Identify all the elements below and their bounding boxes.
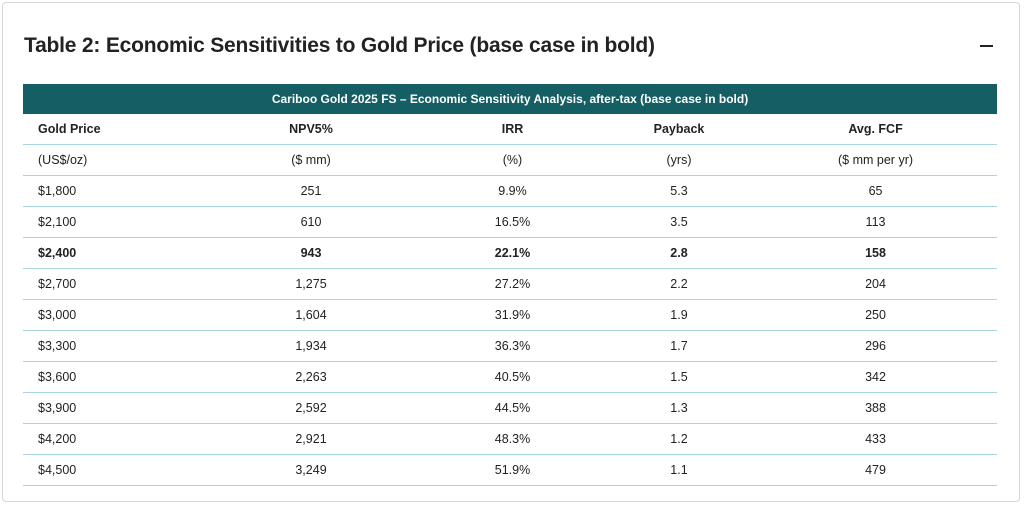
table-cell: 48.3%: [421, 423, 604, 455]
table-cell: 433: [754, 423, 998, 455]
table-cell: 204: [754, 268, 998, 300]
table-cell: 1.5: [604, 361, 754, 393]
table-cell: 51.9%: [421, 454, 604, 486]
table-cell: 1,275: [201, 268, 421, 300]
table-cell: 113: [754, 206, 998, 238]
table-cell: 1,934: [201, 330, 421, 362]
data-rows: $1,800 251 9.9% 5.3 65 $2,100 610 16.5% 3.5 113 $2…: [23, 175, 998, 486]
table-row: $3,300 1,934 36.3% 1.7 296: [23, 330, 998, 362]
table-cell: 27.2%: [421, 268, 604, 300]
table-cell: 65: [754, 175, 998, 207]
table-cell: 2.8: [604, 237, 754, 269]
table-cell: $3,000: [23, 299, 201, 331]
table-cell: $3,600: [23, 361, 201, 393]
table-cell: 1.9: [604, 299, 754, 331]
table-cell: $4,200: [23, 423, 201, 455]
table-cell: 3,249: [201, 454, 421, 486]
table-cell: 16.5%: [421, 206, 604, 238]
table-cell: 2.2: [604, 268, 754, 300]
table-cell: $2,700: [23, 268, 201, 300]
table-caption: Cariboo Gold 2025 FS – Economic Sensitiv…: [23, 84, 998, 114]
table-cell: 1,604: [201, 299, 421, 331]
table-cell: 610: [201, 206, 421, 238]
table-caption-row: Cariboo Gold 2025 FS – Economic Sensitiv…: [23, 84, 998, 114]
table-cell: 158: [754, 237, 998, 269]
table-cell: 2,263: [201, 361, 421, 393]
table-cell: 251: [201, 175, 421, 207]
table-cell: 1.7: [604, 330, 754, 362]
column-header: Gold Price: [23, 114, 201, 145]
table-cell: 40.5%: [421, 361, 604, 393]
unit-cell: (yrs): [604, 144, 754, 176]
table-row: $2,100 610 16.5% 3.5 113: [23, 206, 998, 238]
unit-cell: (%): [421, 144, 604, 176]
table-cell: 342: [754, 361, 998, 393]
column-header: NPV5%: [201, 114, 421, 145]
units-row: (US$/oz) ($ mm) (%) (yrs) ($ mm per yr): [23, 144, 998, 176]
table-cell: 250: [754, 299, 998, 331]
table-cell: 1.1: [604, 454, 754, 486]
table-cell: 296: [754, 330, 998, 362]
column-header: IRR: [421, 114, 604, 145]
table-row: $2,400 943 22.1% 2.8 158: [23, 237, 998, 269]
panel-header[interactable]: Table 2: Economic Sensitivities to Gold …: [3, 3, 1019, 87]
table-cell: $2,100: [23, 206, 201, 238]
table-row: $2,700 1,275 27.2% 2.2 204: [23, 268, 998, 300]
panel-title: Table 2: Economic Sensitivities to Gold …: [24, 34, 655, 57]
table-row: $1,800 251 9.9% 5.3 65: [23, 175, 998, 207]
table-cell: 36.3%: [421, 330, 604, 362]
table-row: $3,600 2,263 40.5% 1.5 342: [23, 361, 998, 393]
table-row: $3,000 1,604 31.9% 1.9 250: [23, 299, 998, 331]
column-header-row: Gold Price NPV5% IRR Payback Avg. FCF: [23, 114, 998, 145]
table-cell: $3,300: [23, 330, 201, 362]
column-header: Payback: [604, 114, 754, 145]
unit-cell: ($ mm per yr): [754, 144, 998, 176]
table-cell: $3,900: [23, 392, 201, 424]
column-header: Avg. FCF: [754, 114, 998, 145]
unit-cell: (US$/oz): [23, 144, 201, 176]
table-cell: 479: [754, 454, 998, 486]
sensitivity-table: Cariboo Gold 2025 FS – Economic Sensitiv…: [23, 84, 998, 486]
table-cell: $4,500: [23, 454, 201, 486]
table-cell: 22.1%: [421, 237, 604, 269]
minus-icon: [980, 45, 993, 47]
table-cell: 5.3: [604, 175, 754, 207]
table-container: Cariboo Gold 2025 FS – Economic Sensitiv…: [23, 84, 998, 486]
table-row: $3,900 2,592 44.5% 1.3 388: [23, 392, 998, 424]
table-cell: $1,800: [23, 175, 201, 207]
table-row: $4,200 2,921 48.3% 1.2 433: [23, 423, 998, 455]
table-cell: 2,592: [201, 392, 421, 424]
table-cell: 3.5: [604, 206, 754, 238]
table-cell: 2,921: [201, 423, 421, 455]
table-cell: 9.9%: [421, 175, 604, 207]
collapse-button[interactable]: [977, 35, 997, 57]
table-cell: 943: [201, 237, 421, 269]
unit-cell: ($ mm): [201, 144, 421, 176]
table-row: $4,500 3,249 51.9% 1.1 479: [23, 454, 998, 486]
table-cell: 1.3: [604, 392, 754, 424]
table-cell: $2,400: [23, 237, 201, 269]
table-cell: 44.5%: [421, 392, 604, 424]
table-cell: 388: [754, 392, 998, 424]
table-cell: 1.2: [604, 423, 754, 455]
table-cell: 31.9%: [421, 299, 604, 331]
